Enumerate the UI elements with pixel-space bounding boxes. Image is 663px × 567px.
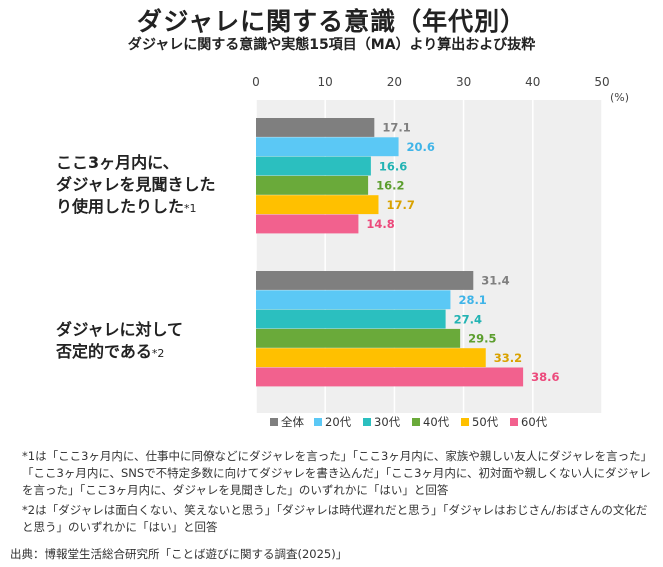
x-tick-label-30: 30 [456, 75, 471, 89]
category-label-2: ダジャレに対して 否定的である*2 [56, 319, 183, 365]
chart-subtitle: ダジャレに関する意識や実態15項目（MA）より算出および抜粋 [127, 37, 536, 53]
legend-label-30代: 30代 [374, 415, 401, 429]
legend-swatch-40代 [412, 418, 420, 426]
category-label-2-line-2-text: 否定的である [56, 342, 152, 361]
category-label-1-line-3-text: り使用したりした [56, 197, 185, 216]
bar-全体-group-1 [256, 118, 375, 137]
data-label-40代-group-2: 29.5 [468, 332, 496, 346]
data-label-50代-group-1: 17.7 [386, 198, 414, 212]
data-label-60代-group-2: 38.6 [531, 370, 559, 384]
data-label-20代-group-2: 28.1 [458, 293, 486, 307]
bar-20代-group-1 [256, 137, 399, 157]
bar-chart: 0 10 20 30 40 50(%) 17.1 31.4 20.6 28.1 16.6 27.4 16… [252, 75, 629, 429]
data-label-全体-group-1: 17.1 [382, 121, 410, 135]
bar-60代-group-2 [256, 367, 524, 387]
category-label-2-line-2: 否定的である*2 [56, 341, 183, 365]
category-label-1-line-2: ダジャレを見聞きした [56, 175, 216, 194]
data-label-全体-group-2: 31.4 [481, 274, 509, 288]
bar-50代-group-1 [256, 195, 379, 215]
x-tick-label-20: 20 [387, 75, 402, 89]
unit-label: (%) [610, 91, 629, 104]
x-tick-label-10: 10 [318, 75, 333, 89]
footnotes: *1は「ここ3ヶ月内に、仕事中に同僚などにダジャレを言った」「ここ3ヶ月内に、家… [22, 448, 652, 539]
data-label-50代-group-2: 33.2 [494, 351, 522, 365]
data-label-20代-group-1: 20.6 [407, 140, 435, 154]
x-tick-label-0: 0 [252, 75, 260, 89]
legend-swatch-20代 [314, 418, 322, 426]
bar-20代-group-2 [256, 290, 451, 310]
legend-label-60代: 60代 [521, 415, 548, 429]
legend-swatch-全体 [270, 418, 278, 426]
legend-label-40代: 40代 [423, 415, 450, 429]
bar-50代-group-2 [256, 348, 486, 368]
bar-60代-group-1 [256, 214, 359, 234]
bar-40代-group-2 [256, 328, 461, 348]
legend-swatch-60代 [510, 418, 518, 426]
source-citation: 出典：博報堂生活総合研究所「ことば遊びに関する調査(2025)」 [10, 547, 348, 561]
data-label-60代-group-1: 14.8 [366, 217, 394, 231]
category-label-1: ここ3ヶ月内に、 ダジャレを見聞きした り使用したりした*1 [56, 152, 216, 220]
x-tick-label-40: 40 [525, 75, 540, 89]
data-label-30代-group-1: 16.6 [379, 159, 407, 173]
category-label-2-line-1: ダジャレに対して [56, 320, 184, 339]
footnote-mark-2: *2 [151, 347, 165, 360]
x-tick-label-50: 50 [594, 75, 609, 89]
data-label-40代-group-1: 16.2 [376, 179, 404, 193]
bar-30代-group-1 [256, 156, 371, 176]
footnote-2: *2は「ダジャレは面白くない、笑えないと思う」「ダジャレは時代遅れだと思う」「ダ… [22, 503, 648, 534]
bar-40代-group-1 [256, 175, 369, 195]
bar-全体-group-2 [256, 271, 474, 290]
chart-title: ダジャレに関する意識（年代別） [136, 7, 527, 36]
legend-swatch-30代 [363, 418, 371, 426]
legend-label-50代: 50代 [472, 415, 499, 429]
bar-30代-group-2 [256, 309, 446, 329]
legend-label-20代: 20代 [325, 415, 352, 429]
legend-label-全体: 全体 [281, 415, 304, 429]
footnote-mark-1: *1 [184, 202, 197, 215]
footnote-1: *1は「ここ3ヶ月内に、仕事中に同僚などにダジャレを言った」「ここ3ヶ月内に、家… [22, 449, 651, 497]
legend-swatch-50代 [461, 418, 469, 426]
category-label-1-line-3: り使用したりした*1 [56, 196, 216, 220]
data-label-30代-group-2: 27.4 [454, 312, 482, 326]
category-label-1-line-1: ここ3ヶ月内に、 [56, 153, 179, 172]
